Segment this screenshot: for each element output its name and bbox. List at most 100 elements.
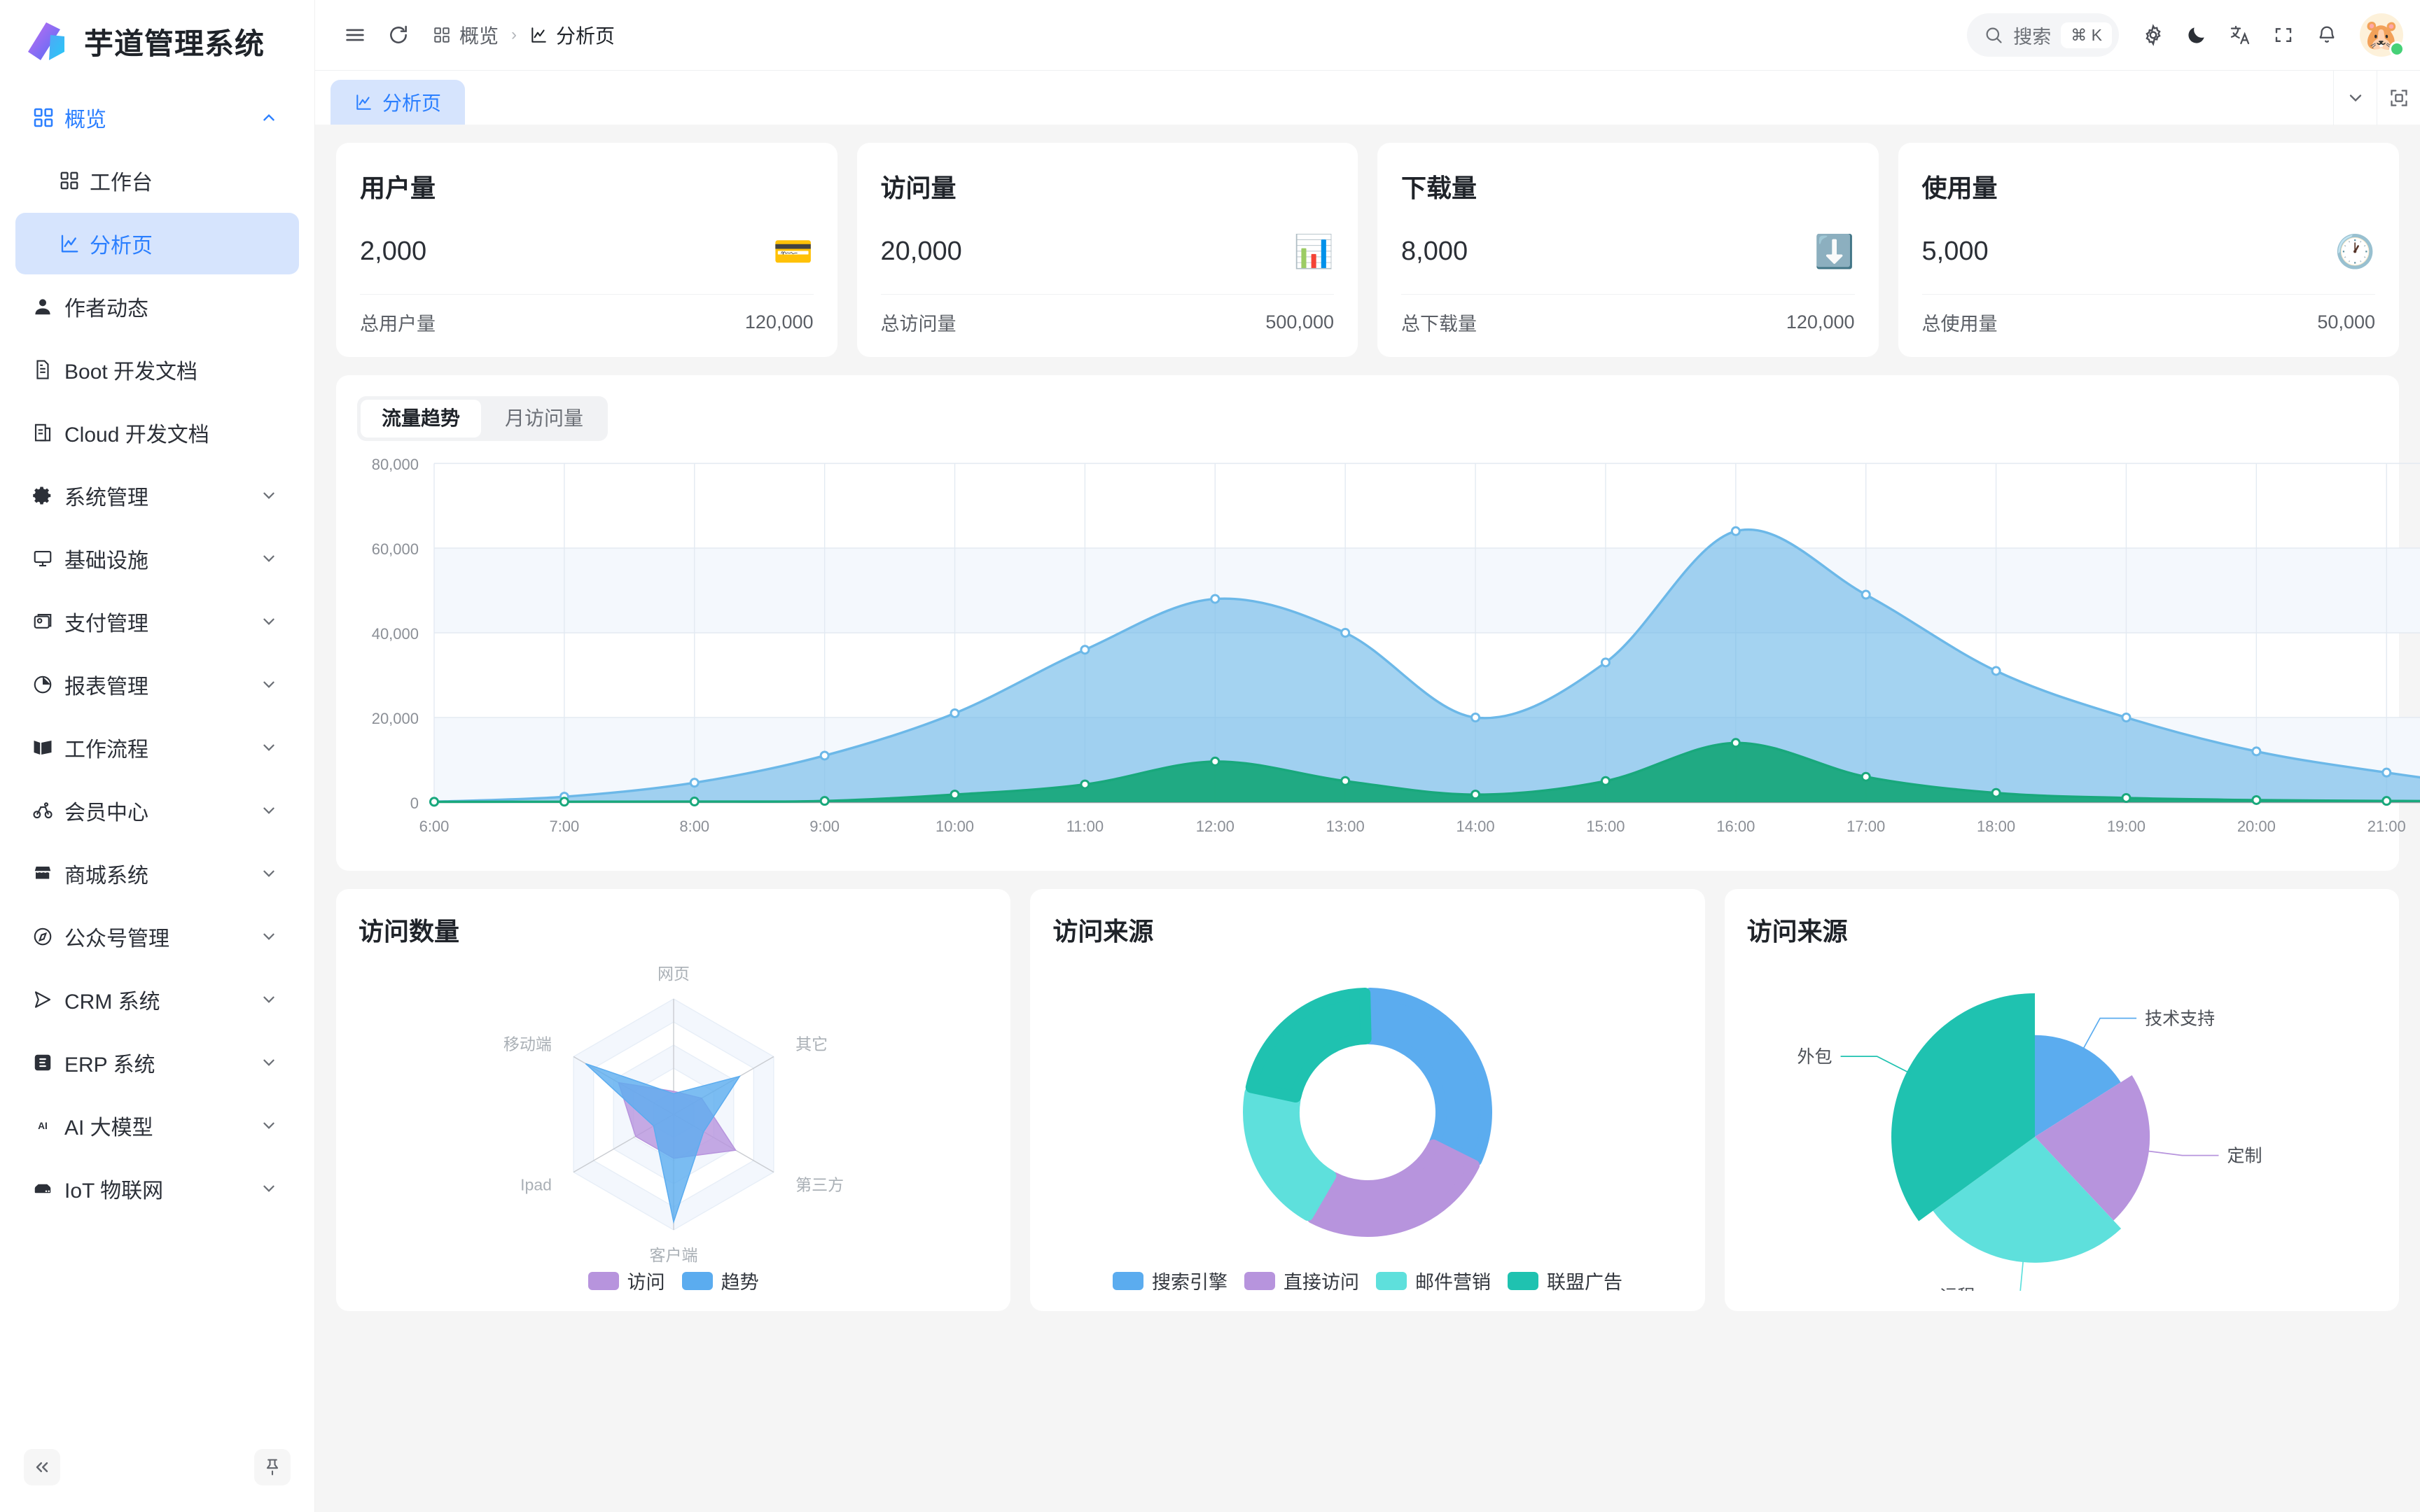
notifications-button[interactable]	[2305, 13, 2349, 57]
sidebar-item-system[interactable]: 系统管理	[15, 465, 299, 526]
legend-item[interactable]: 访问	[587, 1267, 665, 1294]
sidebar-item-report[interactable]: 报表管理	[15, 654, 299, 715]
svg-text:客户端: 客户端	[649, 1246, 697, 1263]
sidebar-item-official-account[interactable]: 公众号管理	[15, 906, 299, 967]
gear-icon	[32, 485, 64, 506]
sidebar-item-crm[interactable]: CRM 系统	[15, 969, 299, 1030]
tab-label: 分析页	[382, 92, 442, 114]
search-placeholder: 搜索	[2013, 26, 2052, 48]
language-button[interactable]	[2218, 13, 2262, 57]
user-icon	[32, 296, 64, 317]
svg-text:9:00: 9:00	[809, 818, 840, 835]
sidebar-item-member[interactable]: 会员中心	[15, 780, 299, 841]
legend-swatch	[1507, 1271, 1538, 1290]
search-input[interactable]: 搜索 ⌘ K	[1967, 13, 2119, 57]
compass-icon	[32, 926, 64, 947]
breadcrumb-item-analysis[interactable]: 分析页	[529, 21, 615, 49]
svg-text:40,000: 40,000	[372, 625, 419, 643]
bottom-charts: 访问数量 网页 其它 第三方 客户端 Ipad 移动端 访问 趋势 访问来源 搜索引擎 直接访…	[336, 889, 2399, 1311]
fullscreen-button[interactable]	[2262, 13, 2305, 57]
chevron-down-icon	[257, 486, 281, 505]
sidebar-item-workflow[interactable]: 工作流程	[15, 717, 299, 778]
sidebar-item-overview[interactable]: 概览	[15, 87, 299, 148]
settings-button[interactable]	[2132, 13, 2175, 57]
chevron-down-icon	[257, 990, 281, 1009]
sidebar-item-label: 工作台	[90, 172, 153, 195]
svg-text:60,000: 60,000	[372, 540, 419, 558]
dark-mode-button[interactable]	[2175, 13, 2218, 57]
sidebar-collapse-button[interactable]	[24, 1449, 60, 1485]
legend-swatch	[1375, 1271, 1407, 1290]
sidebar-menu: 概览 工作台 分析页 作者动态	[0, 78, 314, 1435]
svg-text:20,000: 20,000	[372, 710, 419, 727]
svg-text:技术支持: 技术支持	[2145, 1009, 2215, 1029]
translate-icon	[2229, 24, 2251, 46]
sidebar-item-author[interactable]: 作者动态	[15, 276, 299, 337]
rose-pie-svg: 技术支持定制远程 外包	[1797, 993, 2262, 1291]
sidebar-item-erp[interactable]: ERP 系统	[15, 1032, 299, 1093]
legend-label: 搜索引擎	[1151, 1272, 1228, 1293]
stat-foot-label: 总用户量	[360, 314, 436, 335]
trend-tab-monthly[interactable]: 月访问量	[505, 407, 584, 429]
svg-text:6:00: 6:00	[419, 818, 450, 835]
sidebar-item-mall[interactable]: 商城系统	[15, 843, 299, 904]
send-icon	[32, 989, 64, 1010]
legend-item[interactable]: 趋势	[681, 1267, 759, 1294]
sidebar-item-analysis[interactable]: 分析页	[15, 213, 299, 274]
sidebar-item-label: 概览	[64, 108, 106, 132]
tab-dropdown-button[interactable]	[2333, 71, 2377, 125]
refresh-icon[interactable]	[377, 13, 420, 57]
sidebar-item-label: 公众号管理	[64, 927, 169, 951]
chevron-down-icon	[257, 1116, 281, 1135]
legend-label: 趋势	[721, 1272, 759, 1293]
sidebar-item-iot[interactable]: IoT 物联网	[15, 1158, 299, 1219]
breadcrumb-label: 概览	[459, 25, 499, 47]
hamburger-icon[interactable]	[333, 13, 377, 57]
trend-tab-traffic[interactable]: 流量趋势	[361, 400, 482, 438]
radar-legend: 访问 趋势	[359, 1263, 988, 1304]
brand[interactable]: 芋道管理系统	[0, 0, 314, 78]
sidebar-item-infrastructure[interactable]: 基础设施	[15, 528, 299, 589]
search-icon	[1984, 25, 2003, 45]
svg-text:AI: AI	[38, 1121, 48, 1131]
breadcrumb-item-overview[interactable]: 概览	[433, 21, 499, 49]
legend-item[interactable]: 邮件营销	[1375, 1267, 1491, 1294]
sidebar-item-workbench[interactable]: 工作台	[15, 150, 299, 211]
svg-text:定制: 定制	[2227, 1147, 2262, 1166]
copy-document-icon	[32, 422, 64, 443]
sidebar-item-label: 基础设施	[64, 550, 148, 573]
sidebar-item-boot-docs[interactable]: Boot 开发文档	[15, 339, 299, 400]
stat-value: 2,000	[360, 236, 427, 266]
legend-label: 直接访问	[1283, 1272, 1359, 1293]
svg-text:0: 0	[410, 794, 419, 812]
chevron-down-icon	[257, 1180, 281, 1198]
bell-icon	[2316, 24, 2337, 46]
main-area: 概览 › 分析页 搜索 ⌘ K	[315, 0, 2420, 1512]
svg-text:第三方: 第三方	[795, 1176, 844, 1194]
sidebar-item-ai[interactable]: AI AI 大模型	[15, 1095, 299, 1156]
svg-text:17:00: 17:00	[1847, 818, 1885, 835]
legend-item[interactable]: 直接访问	[1244, 1267, 1359, 1294]
tab-analysis[interactable]: 分析页	[331, 80, 466, 125]
legend-item[interactable]: 搜索引擎	[1112, 1267, 1228, 1294]
stat-card-usage: 使用量 5,000 🕐 总使用量 50,000	[1898, 143, 2399, 357]
sidebar-pin-button[interactable]	[254, 1449, 291, 1485]
avatar[interactable]: 🐹	[2360, 13, 2405, 57]
tab-fullscreen-button[interactable]	[2377, 71, 2420, 125]
shop-icon	[32, 863, 64, 884]
chevron-down-icon	[257, 738, 281, 757]
sidebar-item-cloud-docs[interactable]: Cloud 开发文档	[15, 402, 299, 463]
donut-chart	[1052, 962, 1682, 1263]
svg-text:外包: 外包	[1797, 1047, 1833, 1067]
svg-text:网页: 网页	[658, 965, 690, 983]
stat-main-row: 8,000 ⬇️	[1401, 227, 1855, 276]
divider	[360, 294, 814, 295]
server-icon	[32, 1178, 64, 1199]
stat-foot-label: 总下载量	[1401, 314, 1477, 335]
sidebar-item-payment[interactable]: 支付管理	[15, 591, 299, 652]
stat-foot-value: 120,000	[744, 312, 814, 332]
stat-value: 20,000	[880, 236, 962, 266]
stat-title: 访问量	[880, 174, 957, 202]
legend-item[interactable]: 联盟广告	[1507, 1267, 1622, 1294]
svg-text:移动端: 移动端	[503, 1035, 552, 1054]
